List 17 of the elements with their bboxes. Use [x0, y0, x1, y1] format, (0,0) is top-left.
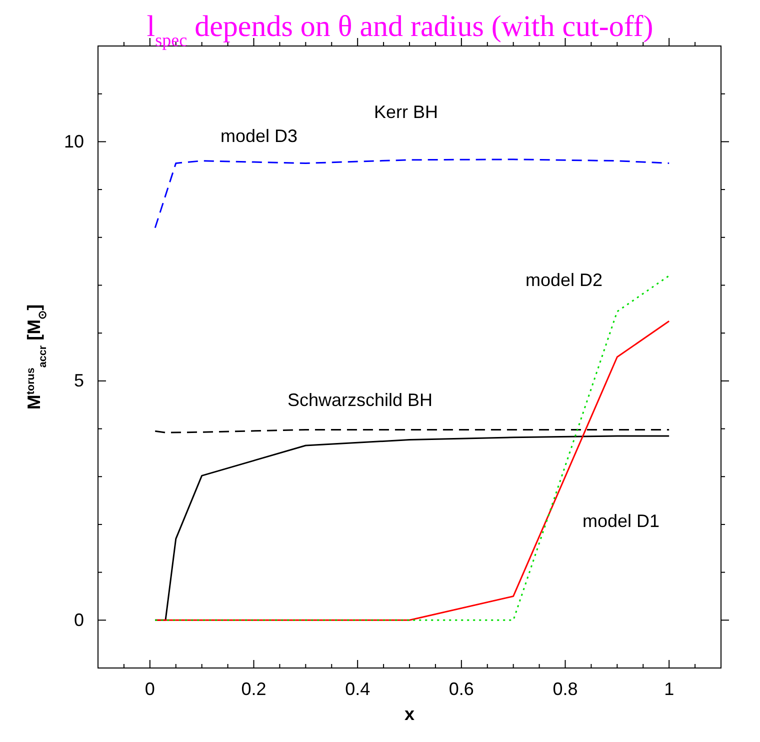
x-tick-label: 1 — [664, 678, 674, 699]
x-tick-label: 0.4 — [345, 678, 370, 699]
annotation: Kerr BH — [374, 102, 438, 122]
y-tick-label: 5 — [74, 370, 84, 391]
annotation: model D2 — [525, 270, 603, 290]
chart-title: l$_{spec}$ depends on θ and radius (with cut-off) — [146, 10, 654, 50]
annotation: model D1 — [582, 511, 660, 531]
x-tick-label: 0 — [144, 678, 155, 699]
line-series — [154, 158, 670, 229]
x-tick-label: 0.6 — [448, 678, 474, 699]
y-tick-label: 0 — [74, 610, 84, 630]
annotation: Schwarzschild BH — [287, 390, 433, 410]
x-axis-title: x — [404, 704, 415, 724]
y-tick-label: 10 — [64, 131, 84, 152]
x-tick-label: 0.8 — [552, 678, 578, 699]
annotation: model D3 — [220, 126, 298, 146]
x-tick-label: 0.2 — [241, 678, 266, 699]
